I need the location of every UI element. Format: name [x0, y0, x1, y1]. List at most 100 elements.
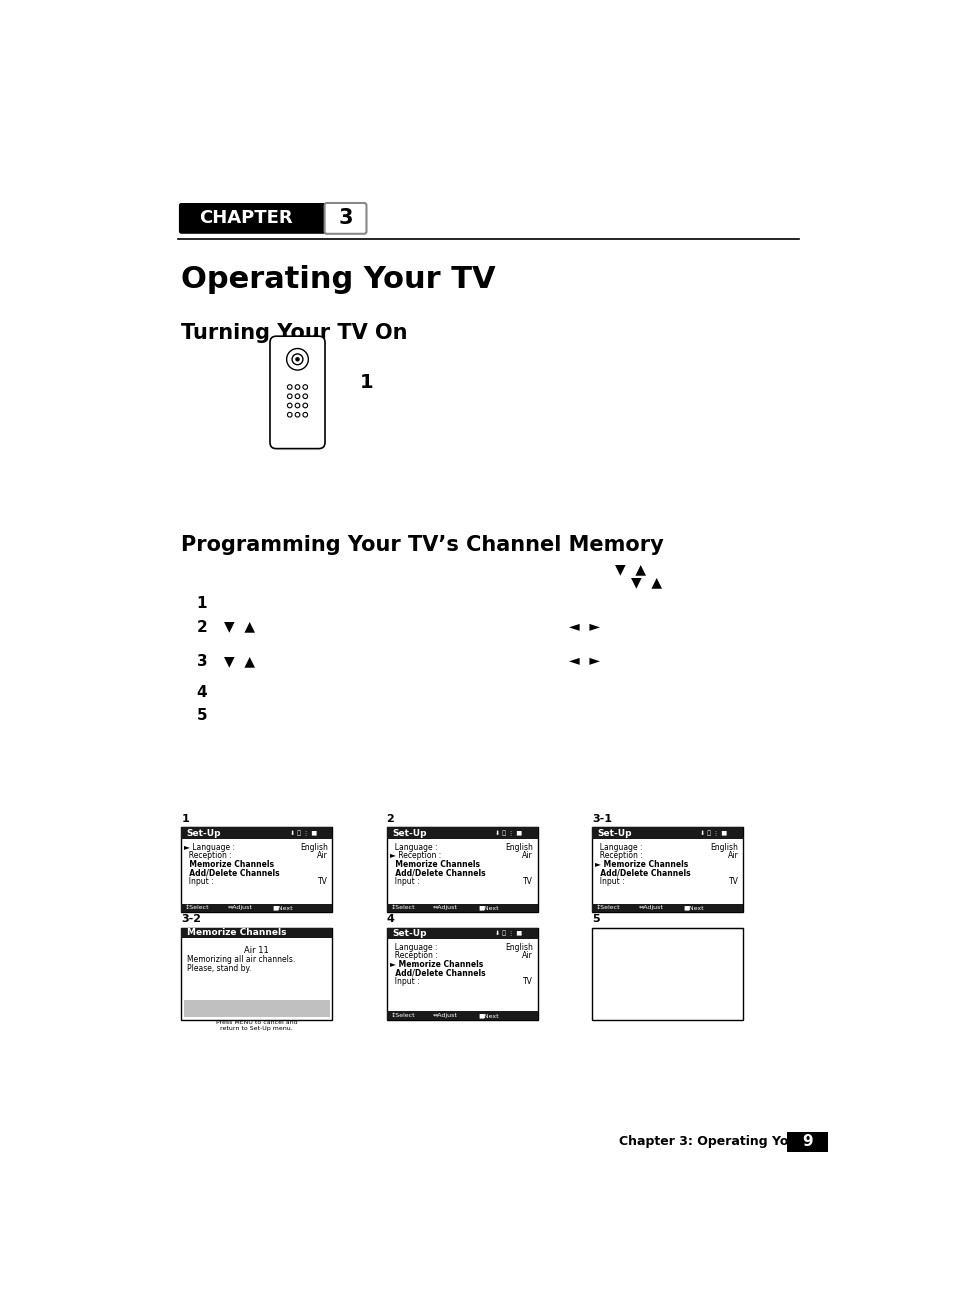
Text: ▼  ▲: ▼ ▲ [224, 654, 254, 668]
Bar [592, 903, 742, 913]
Text: Memorizing all air channels.: Memorizing all air channels. [187, 956, 295, 964]
Text: ■Next: ■Next [682, 906, 703, 910]
Text: ↕Select: ↕Select [596, 906, 619, 910]
FancyBboxPatch shape [324, 204, 366, 234]
Text: ► Memorize Channels: ► Memorize Channels [595, 860, 688, 869]
Text: English: English [299, 843, 328, 852]
Text: Input :: Input : [390, 877, 419, 886]
Text: TV: TV [317, 877, 328, 886]
Text: ↕Select: ↕Select [390, 906, 415, 910]
Text: Add/Delete Channels: Add/Delete Channels [184, 868, 279, 877]
Text: Set-Up: Set-Up [392, 928, 426, 937]
Text: ■Next: ■Next [477, 906, 498, 910]
Text: 2: 2 [386, 814, 394, 823]
Circle shape [295, 357, 298, 361]
Text: ► Reception :: ► Reception : [390, 851, 440, 860]
Text: 2: 2 [196, 620, 208, 634]
Bar [386, 927, 537, 939]
Text: TV: TV [522, 877, 533, 886]
Bar [386, 927, 537, 1020]
Text: 1: 1 [359, 373, 373, 393]
Bar [181, 827, 332, 839]
Text: 5: 5 [196, 708, 207, 723]
Text: ↕Select: ↕Select [390, 1014, 415, 1018]
Text: ⇔Adjust: ⇔Adjust [638, 906, 662, 910]
Text: 1: 1 [181, 814, 189, 823]
Text: ⇔Adjust: ⇔Adjust [228, 906, 253, 910]
Text: Memorize Channels: Memorize Channels [390, 860, 479, 869]
Text: Chapter 3: Operating Your TV: Chapter 3: Operating Your TV [618, 1136, 825, 1148]
Text: Language :: Language : [595, 843, 642, 852]
Bar [592, 827, 742, 913]
Text: Memorize Channels: Memorize Channels [187, 928, 286, 937]
Text: Language :: Language : [390, 943, 436, 952]
Text: Operating Your TV: Operating Your TV [181, 265, 496, 294]
Text: CHAPTER: CHAPTER [199, 209, 293, 227]
Text: Air: Air [727, 851, 738, 860]
Text: Please, stand by.: Please, stand by. [187, 964, 252, 973]
Text: ⬇ ⏰ ⋮ ■: ⬇ ⏰ ⋮ ■ [495, 931, 521, 936]
Text: ⬇ ⏰ ⋮ ■: ⬇ ⏰ ⋮ ■ [700, 830, 727, 836]
Text: ◄  ►: ◄ ► [568, 620, 599, 634]
Text: ⇔Adjust: ⇔Adjust [433, 906, 457, 910]
Text: ■Next: ■Next [273, 906, 293, 910]
Text: Air 11: Air 11 [244, 947, 269, 955]
Bar [592, 827, 742, 839]
Text: 5: 5 [592, 914, 599, 924]
Text: Input :: Input : [184, 877, 213, 886]
Text: Turning Your TV On: Turning Your TV On [181, 323, 407, 343]
Text: Input :: Input : [390, 977, 419, 986]
Text: Set-Up: Set-Up [392, 829, 426, 838]
Text: ▼  ▲: ▼ ▲ [630, 575, 661, 590]
Bar [181, 927, 332, 1020]
Text: ► Memorize Channels: ► Memorize Channels [390, 960, 482, 969]
Text: ↕Select: ↕Select [185, 906, 210, 910]
Text: Air: Air [522, 952, 533, 960]
Text: ⬇ ⏰ ⋮ ■: ⬇ ⏰ ⋮ ■ [495, 830, 521, 836]
Text: 9: 9 [801, 1134, 812, 1149]
Text: Memorize Channels: Memorize Channels [184, 860, 274, 869]
Bar [181, 827, 332, 913]
Text: English: English [505, 843, 533, 852]
Text: ▼  ▲: ▼ ▲ [224, 620, 254, 634]
Bar [386, 827, 537, 839]
Text: ⇔Adjust: ⇔Adjust [433, 1014, 457, 1018]
Text: ⬇ ⏰ ⋮ ■: ⬇ ⏰ ⋮ ■ [290, 830, 316, 836]
Bar [183, 1001, 330, 1016]
Text: 1: 1 [196, 596, 207, 612]
Text: Press MENU to cancel and
return to Set-Up menu.: Press MENU to cancel and return to Set-U… [215, 1020, 297, 1031]
Text: Add/Delete Channels: Add/Delete Channels [390, 868, 485, 877]
Text: English: English [505, 943, 533, 952]
Bar [592, 927, 742, 1020]
Text: ▼  ▲: ▼ ▲ [615, 562, 645, 576]
Text: Add/Delete Channels: Add/Delete Channels [390, 969, 485, 977]
Text: 3: 3 [338, 209, 353, 228]
Text: Set-Up: Set-Up [187, 829, 221, 838]
Bar [181, 903, 332, 913]
Text: ◄  ►: ◄ ► [568, 654, 599, 668]
Bar [386, 827, 537, 913]
Text: 3: 3 [196, 654, 207, 670]
Bar [386, 903, 537, 913]
Text: Air: Air [316, 851, 328, 860]
Text: 4: 4 [196, 685, 207, 700]
Text: English: English [710, 843, 738, 852]
Text: ► Language :: ► Language : [184, 843, 235, 852]
FancyBboxPatch shape [179, 204, 331, 234]
Text: Programming Your TV’s Channel Memory: Programming Your TV’s Channel Memory [181, 534, 663, 555]
Text: 3-2: 3-2 [181, 914, 201, 924]
FancyBboxPatch shape [270, 336, 325, 449]
Bar [786, 1132, 827, 1152]
Text: Add/Delete Channels: Add/Delete Channels [595, 868, 690, 877]
Text: Reception :: Reception : [184, 851, 232, 860]
Text: Set-Up: Set-Up [597, 829, 631, 838]
Text: TV: TV [728, 877, 738, 886]
Text: 4: 4 [386, 914, 395, 924]
Text: 3-1: 3-1 [592, 814, 612, 823]
Text: Reception :: Reception : [595, 851, 642, 860]
Text: Air: Air [522, 851, 533, 860]
Bar [386, 1011, 537, 1020]
Text: Language :: Language : [390, 843, 436, 852]
Text: Reception :: Reception : [390, 952, 437, 960]
Text: Input :: Input : [595, 877, 624, 886]
